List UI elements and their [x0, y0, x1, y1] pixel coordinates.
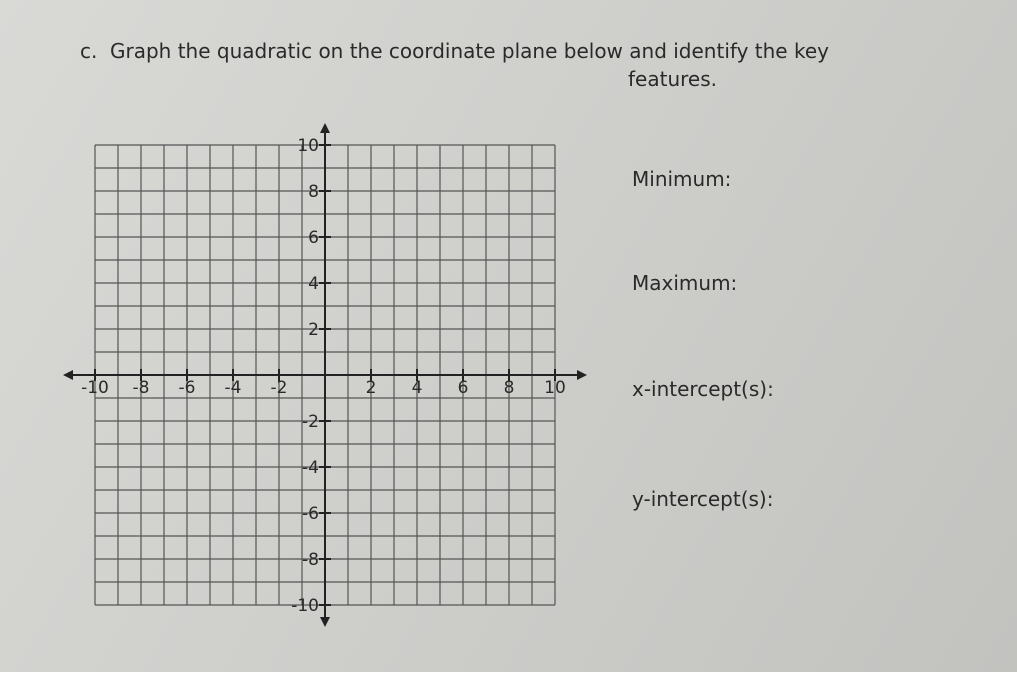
- feature-label: Minimum:: [632, 167, 731, 191]
- x-tick-label: -10: [81, 378, 109, 398]
- question-text: Graph the quadratic on the coordinate pl…: [110, 39, 829, 63]
- feature-label: Maximum:: [632, 271, 737, 295]
- axis-arrow: [577, 370, 587, 380]
- y-tick-label: -6: [302, 504, 319, 524]
- x-tick-label: -2: [271, 378, 288, 398]
- x-tick-label: 10: [544, 378, 566, 398]
- y-tick-label: 4: [308, 274, 319, 294]
- y-tick-label: 2: [308, 320, 319, 340]
- axis-arrow: [320, 617, 330, 627]
- feature-label: y-intercept(s):: [632, 487, 773, 511]
- question-label: c.: [80, 39, 97, 63]
- y-tick-label: -2: [302, 412, 319, 432]
- y-tick-label: -4: [302, 458, 319, 478]
- y-tick-label: 6: [308, 228, 319, 248]
- x-tick-label: 6: [458, 378, 469, 398]
- x-tick-label: -8: [133, 378, 150, 398]
- axis-arrow: [63, 370, 73, 380]
- x-tick-label: 8: [504, 378, 515, 398]
- y-tick-label: 10: [297, 136, 319, 156]
- axis-arrow: [320, 123, 330, 133]
- y-tick-label: 8: [308, 182, 319, 202]
- x-tick-label: 2: [366, 378, 377, 398]
- x-tick-label: 4: [412, 378, 423, 398]
- coordinate-plane: -10 -8 -6 -4 -2 2 4 6 8 10 10 8 6 4 2 -2 -4 -6 -8 -10: [63, 123, 587, 627]
- question-text: features.: [628, 67, 717, 91]
- x-tick-label: -6: [179, 378, 196, 398]
- feature-label: x-intercept(s):: [632, 377, 774, 401]
- y-tick-label: -10: [291, 596, 319, 616]
- y-tick-label: -8: [302, 550, 319, 570]
- x-tick-label: -4: [225, 378, 242, 398]
